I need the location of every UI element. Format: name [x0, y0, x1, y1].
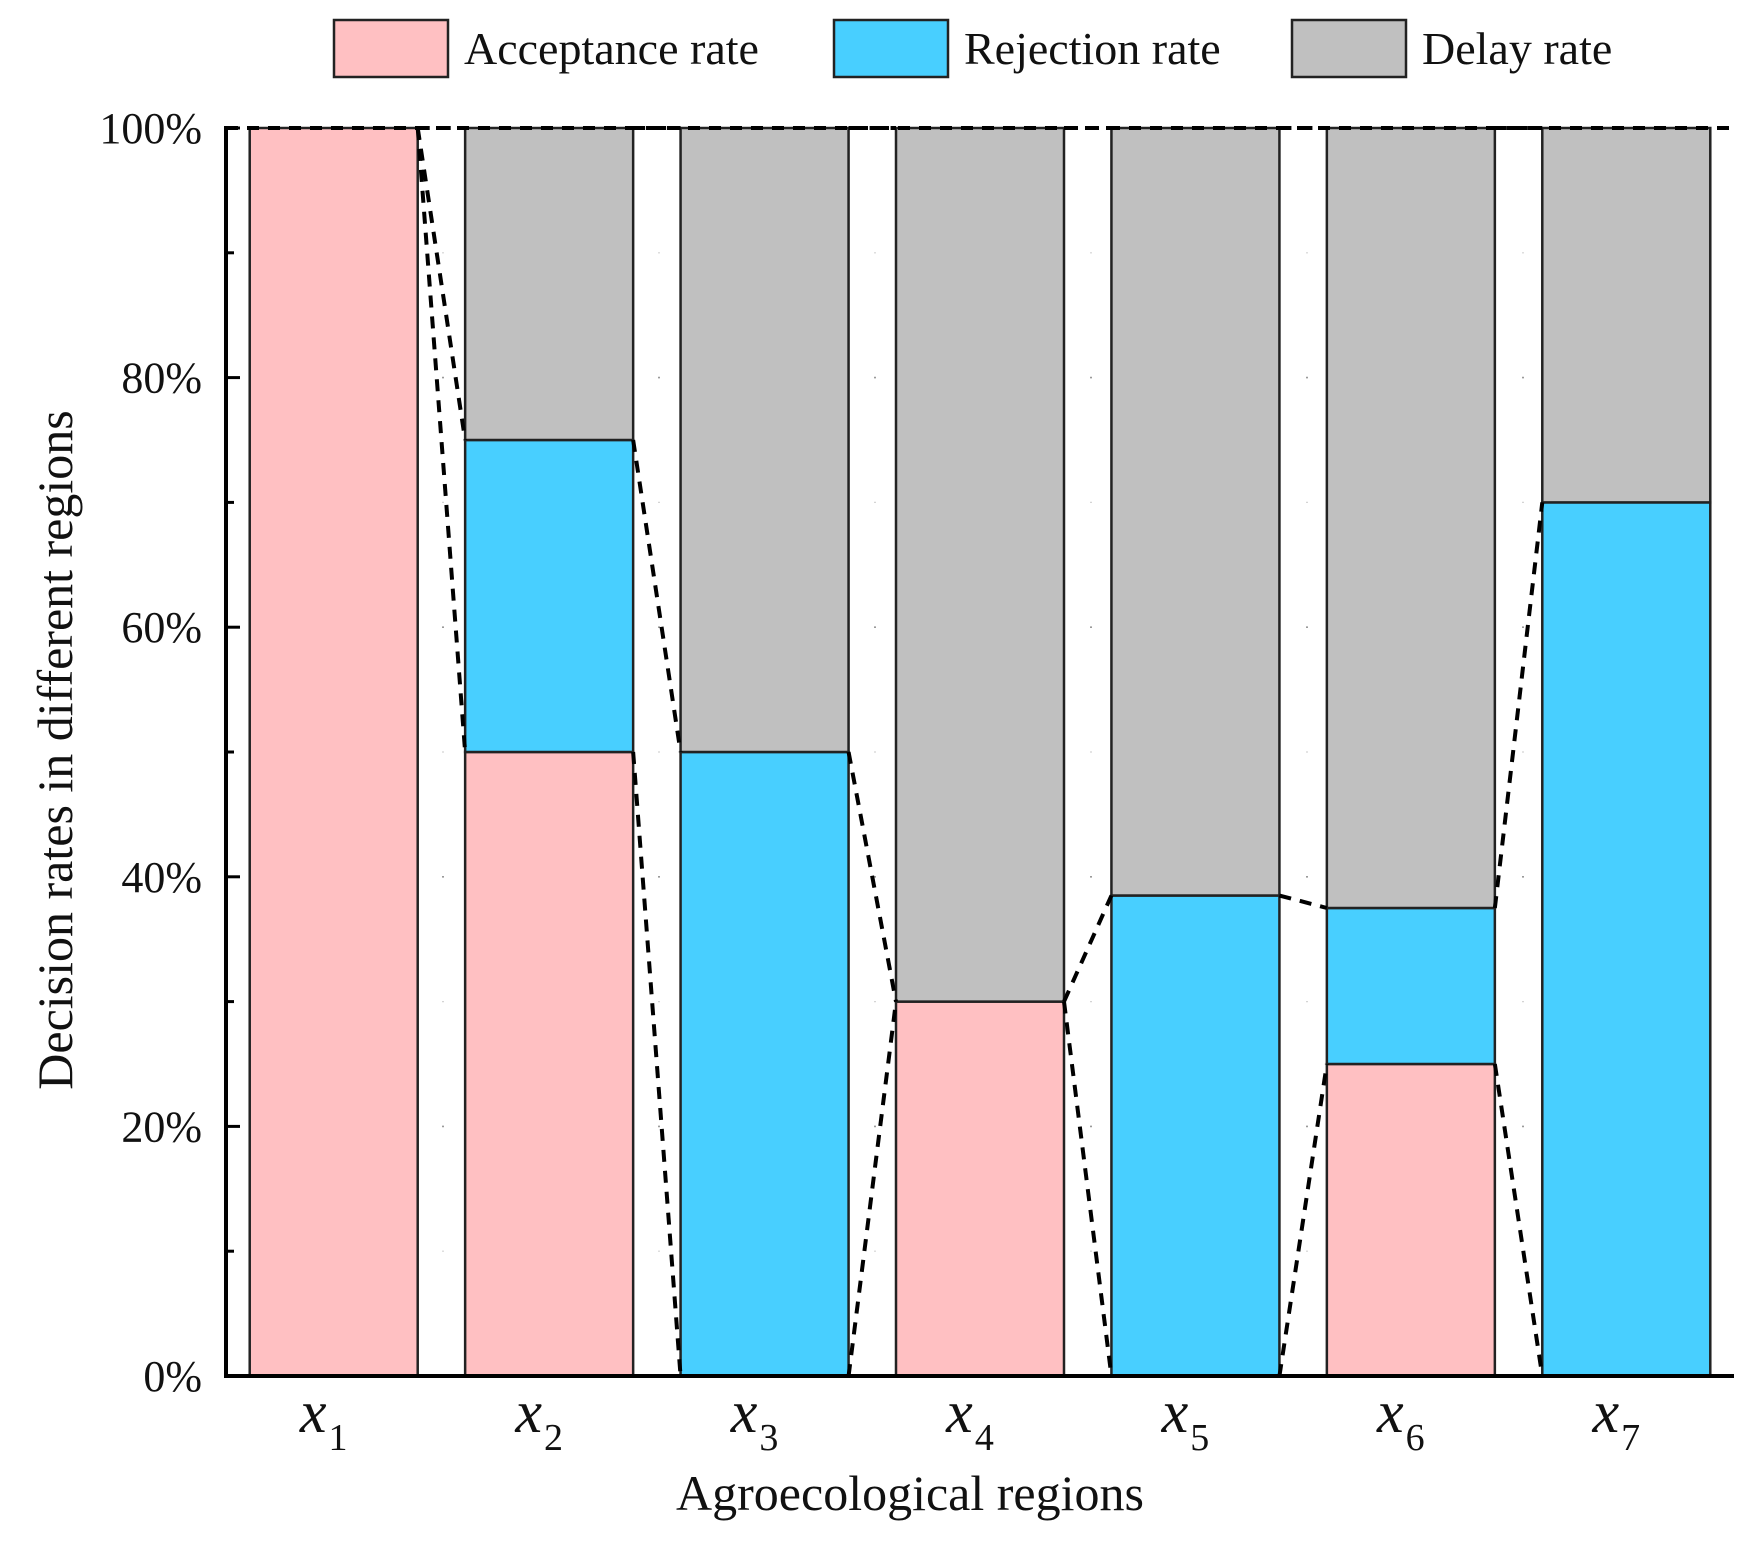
- x-tick-label: x2: [514, 1379, 563, 1459]
- bar-delay-rate-x6: [1325, 126, 1497, 910]
- connector-line: [846, 1001, 898, 1377]
- connector-line: [631, 439, 683, 753]
- bars: [248, 126, 1712, 1378]
- x-tick-label: x1: [299, 1379, 348, 1459]
- y-tick-label: 80%: [121, 354, 202, 403]
- x-tick-label: x5: [1161, 1379, 1210, 1459]
- legend-label-rejection-rate: Rejection rate: [964, 23, 1221, 74]
- connector-line: [1062, 1001, 1114, 1377]
- bar-acceptance-rate-x2: [463, 750, 635, 1378]
- y-tick-label: 0%: [143, 1352, 202, 1401]
- y-tick-label: 60%: [121, 603, 202, 652]
- axes: [224, 126, 1734, 1378]
- legend-swatch-acceptance-rate: [332, 18, 450, 79]
- bar-delay-rate-x2: [463, 126, 635, 442]
- x-tick-label: x7: [1591, 1379, 1640, 1459]
- bar-delay-rate-x5: [1110, 126, 1281, 897]
- y-tick-label: 100%: [99, 104, 202, 153]
- connector-line: [415, 127, 468, 753]
- connector-line: [1492, 502, 1545, 909]
- bar-acceptance-rate-x1: [248, 126, 419, 1378]
- tick-labels: 0% 20% 40% 60% 80% 100% x1 x2 x3 x4 x5 x6 x7: [99, 104, 1640, 1459]
- connector-line: [1278, 893, 1328, 910]
- connector-line: [1062, 894, 1114, 1003]
- legend-swatch-rejection-rate: [832, 18, 950, 79]
- legend-swatch-delay-rate: [1290, 18, 1408, 79]
- bar-delay-rate-x7: [1541, 126, 1712, 504]
- y-axis-label: Decision rates in different regions: [27, 410, 83, 1089]
- y-tick-label: 20%: [121, 1102, 202, 1151]
- bar-rejection-rate-x5: [1110, 894, 1281, 1378]
- legend: Acceptance rate Rejection rate Delay rate: [332, 18, 1612, 79]
- connector-line: [846, 751, 898, 1002]
- legend-label-acceptance-rate: Acceptance rate: [464, 23, 759, 74]
- y-tick-label: 40%: [121, 853, 202, 902]
- x-tick-label: x3: [730, 1379, 779, 1459]
- bar-delay-rate-x3: [679, 126, 850, 754]
- bar-rejection-rate-x6: [1325, 906, 1497, 1066]
- bar-acceptance-rate-x6: [1325, 1062, 1497, 1378]
- bar-acceptance-rate-x4: [894, 1000, 1066, 1378]
- bar-rejection-rate-x2: [463, 438, 635, 754]
- bar-rejection-rate-x3: [679, 750, 850, 1378]
- legend-label-delay-rate: Delay rate: [1422, 23, 1612, 74]
- bar-delay-rate-x4: [894, 126, 1066, 1003]
- x-tick-label: x4: [945, 1379, 994, 1459]
- bar-rejection-rate-x7: [1541, 501, 1712, 1378]
- x-tick-label: x6: [1376, 1379, 1425, 1459]
- connector-line: [1277, 1063, 1329, 1377]
- connector-line: [1492, 1063, 1545, 1377]
- connector-line: [415, 127, 468, 441]
- x-axis-label: Agroecological regions: [676, 1465, 1144, 1521]
- connector-line: [631, 751, 683, 1377]
